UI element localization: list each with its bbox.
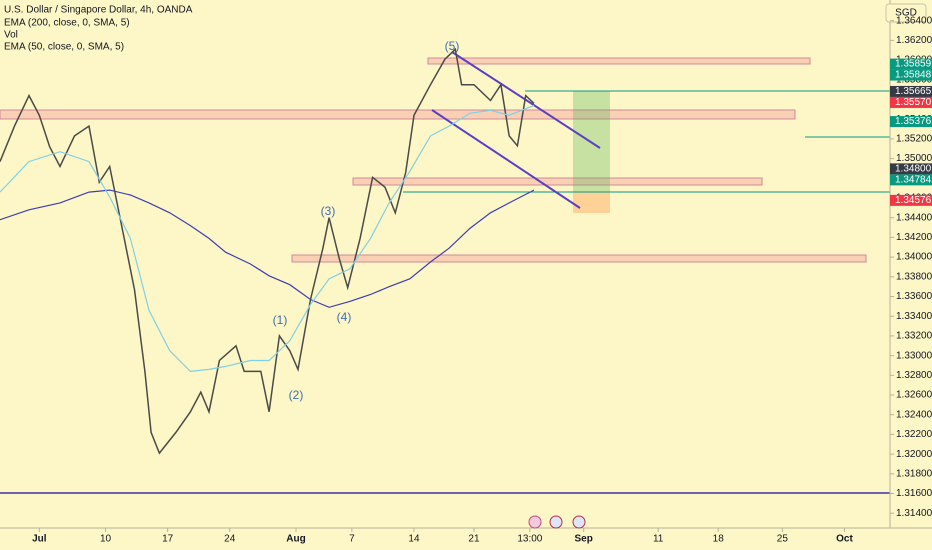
y-tick-label: 1.31600: [896, 488, 932, 499]
legend-title: U.S. Dollar / Singapore Dollar, 4h, OAND…: [4, 5, 193, 16]
series-line: [0, 47, 535, 455]
wave-label: (4): [337, 310, 352, 324]
y-tick-label: 1.34400: [896, 212, 932, 223]
x-tick-label: Aug: [286, 534, 305, 545]
y-tick-label: 1.32400: [896, 409, 932, 420]
price-tag-label: 1.34576: [895, 195, 932, 206]
trend-line: [451, 51, 601, 149]
price-tag-label: 1.35848: [895, 70, 932, 81]
wave-label: (5): [445, 39, 460, 53]
price-tag-label: 1.35665: [895, 86, 932, 97]
y-tick-label: 1.31800: [896, 468, 932, 479]
legend-item: Vol: [4, 30, 18, 41]
y-tick-label: 1.35200: [896, 134, 932, 145]
x-tick-label: Jul: [32, 534, 47, 545]
y-tick-label: 1.32800: [896, 370, 932, 381]
price-tag-label: 1.35376: [895, 116, 932, 127]
y-tick-label: 1.34000: [896, 252, 932, 263]
trend-line: [431, 109, 581, 209]
x-tick-label: 24: [224, 534, 236, 545]
y-tick-label: 1.36200: [896, 35, 932, 46]
x-tick-label: 11: [653, 534, 664, 545]
price-tag: [890, 96, 932, 108]
wave-label: (2): [289, 388, 304, 402]
series-line: [0, 104, 535, 373]
y-tick-label: 1.33600: [896, 291, 932, 302]
legend-item: EMA (200, close, 0, SMA, 5): [4, 18, 130, 29]
drawings: [0, 51, 890, 494]
price-tag-label: 1.35859: [895, 59, 932, 70]
price-tag: [890, 163, 932, 175]
event-icon[interactable]: [549, 515, 563, 529]
event-icon[interactable]: [572, 515, 586, 529]
price-tag: [890, 58, 932, 70]
loss-box: [573, 192, 610, 213]
x-tick-label: 7: [349, 534, 355, 545]
x-tick-label: 14: [408, 534, 420, 545]
price-tag: [890, 174, 932, 186]
x-tick-label: Oct: [836, 534, 853, 545]
x-tick-label: 21: [468, 534, 480, 545]
y-tick-label: 1.32600: [896, 390, 932, 401]
y-tick-label: 1.31400: [896, 508, 932, 519]
plot: [0, 47, 535, 455]
y-tick-label: 1.32200: [896, 429, 932, 440]
zone: [352, 177, 763, 186]
price-tag: [890, 85, 932, 97]
zone: [0, 109, 796, 120]
price-tag-label: 1.35570: [895, 97, 932, 108]
zone: [427, 57, 811, 65]
wave-label: (3): [321, 204, 336, 218]
y-tick-label: 1.36400: [896, 15, 932, 26]
currency-label: SGD: [895, 8, 917, 19]
y-tick-label: 1.33800: [896, 271, 932, 282]
y-tick-label: 1.34200: [896, 232, 932, 243]
x-tick-label: 10: [100, 534, 112, 545]
price-tag-label: 1.34784: [895, 175, 932, 186]
currency-button[interactable]: [885, 3, 927, 23]
price-tag: [890, 194, 932, 206]
price-tag: [890, 69, 932, 81]
legend-item: EMA (50, close, 0, SMA, 5): [4, 42, 124, 53]
series-line: [0, 189, 535, 308]
price-tag-label: 1.34800: [895, 164, 932, 175]
wave-label: (1): [273, 313, 288, 327]
y-tick-label: 1.33400: [896, 311, 932, 322]
x-tick-label: Sep: [575, 534, 593, 545]
y-tick-label: 1.32000: [896, 449, 932, 460]
x-tick-label: 17: [162, 534, 174, 545]
y-tick-label: 1.33000: [896, 350, 932, 361]
x-tick-label: 25: [777, 534, 789, 545]
x-tick-label: 18: [713, 534, 725, 545]
price-tag: [890, 116, 932, 128]
zone: [291, 254, 867, 263]
x-tick-label: 13:00: [517, 534, 542, 545]
y-tick-label: 1.35000: [896, 153, 932, 164]
event-icon[interactable]: [528, 515, 542, 529]
y-tick-label: 1.33200: [896, 331, 932, 342]
